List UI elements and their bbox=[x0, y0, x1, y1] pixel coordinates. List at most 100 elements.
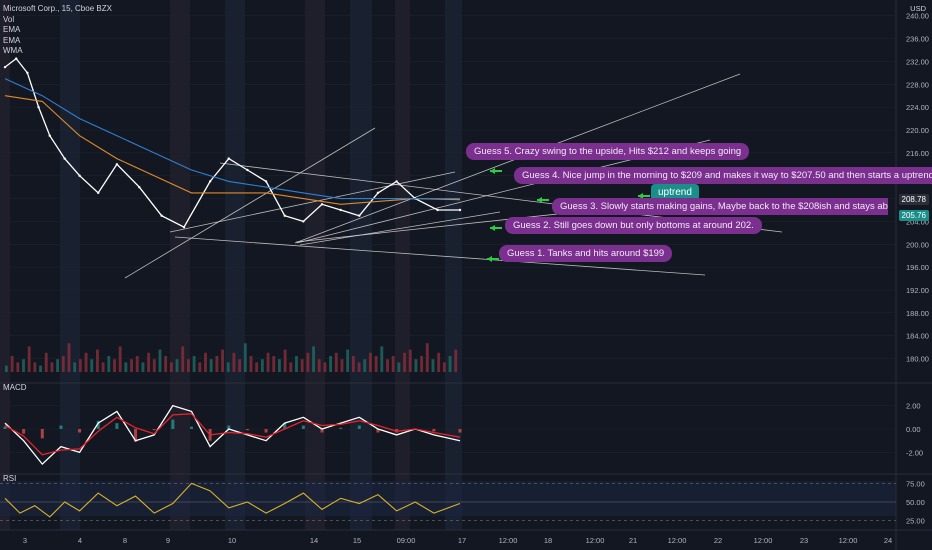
macd-histogram-bar bbox=[432, 429, 436, 432]
macd-histogram-bar bbox=[3, 426, 7, 429]
volume-bar bbox=[96, 349, 99, 372]
volume-bar bbox=[391, 356, 395, 372]
arrow-head bbox=[638, 193, 643, 199]
volume-bar bbox=[56, 359, 60, 372]
series-point bbox=[208, 180, 212, 183]
current-price-tag: 205.76 bbox=[898, 210, 929, 221]
macd-histogram-bar bbox=[283, 423, 287, 429]
trendline bbox=[299, 211, 501, 246]
volume-bar bbox=[118, 346, 122, 372]
volume-bar bbox=[403, 352, 406, 372]
volume-bar bbox=[113, 359, 116, 372]
volume-bar bbox=[351, 356, 355, 372]
series-point bbox=[458, 208, 462, 212]
volume-bar bbox=[414, 359, 418, 372]
legend-ema-1[interactable]: EMA bbox=[3, 25, 21, 34]
macd-pane-label[interactable]: MACD bbox=[3, 383, 27, 392]
volume-bar bbox=[278, 359, 281, 372]
series-point bbox=[3, 65, 7, 69]
volume-bar bbox=[164, 356, 168, 372]
volume-bar bbox=[312, 346, 315, 372]
volume-bar bbox=[425, 343, 429, 372]
volume-bar bbox=[448, 356, 452, 372]
y-tick-label: 204.00 bbox=[906, 217, 929, 226]
volume-bar bbox=[374, 356, 378, 372]
volume-bar bbox=[232, 352, 236, 372]
volume-bar bbox=[61, 356, 65, 372]
trendline bbox=[174, 236, 706, 276]
symbol-title[interactable]: Microsoft Corp., 15, Cboe BZX bbox=[3, 4, 112, 13]
chart-legend: Microsoft Corp., 15, Cboe BZX Vol EMA EM… bbox=[3, 4, 112, 57]
series-point bbox=[26, 71, 29, 75]
volume-bar bbox=[187, 359, 190, 372]
series-point bbox=[246, 168, 249, 172]
volume-bar bbox=[135, 356, 139, 372]
legend-vol[interactable]: Vol bbox=[3, 14, 15, 24]
series-point bbox=[283, 214, 286, 217]
volume-bar bbox=[340, 359, 344, 372]
volume-bar bbox=[192, 356, 196, 372]
annotation-guess2[interactable]: Guess 2. Still goes down but only bottom… bbox=[505, 217, 762, 234]
currency-label[interactable]: USD bbox=[910, 4, 926, 13]
x-tick-label: 3 bbox=[23, 536, 27, 545]
rsi-band bbox=[0, 481, 896, 516]
volume-bar bbox=[317, 359, 321, 372]
volume-bar bbox=[363, 359, 367, 372]
annotation-guess4[interactable]: Guess 4. Nice jump in the morning to $20… bbox=[514, 167, 932, 184]
session-band bbox=[395, 0, 410, 530]
y-tick-label: 232.00 bbox=[906, 57, 929, 66]
y-tick-label: 75.00 bbox=[906, 479, 925, 488]
volume-bar bbox=[84, 352, 88, 372]
macd-histogram-bar bbox=[376, 429, 380, 433]
y-tick-label: 50.00 bbox=[906, 498, 925, 507]
macd-histogram-bar bbox=[115, 423, 119, 429]
legend-ema-2[interactable]: EMA bbox=[3, 35, 21, 45]
series-point bbox=[264, 180, 268, 183]
volume-bar bbox=[215, 356, 219, 372]
volume-bar bbox=[238, 359, 242, 372]
session-band bbox=[225, 0, 245, 530]
y-tick-label: 196.00 bbox=[906, 263, 929, 272]
y-tick-label: 2.00 bbox=[906, 402, 921, 411]
legend-wma[interactable]: WMA bbox=[3, 46, 23, 55]
volume-bar bbox=[420, 356, 424, 372]
x-tick-label: 24 bbox=[884, 536, 892, 545]
series-point bbox=[339, 208, 342, 212]
macd-histogram-bar bbox=[59, 425, 63, 429]
x-tick-label: 4 bbox=[78, 536, 82, 545]
macd-histogram-bar bbox=[78, 429, 82, 433]
session-band bbox=[170, 0, 190, 530]
volume-bar bbox=[44, 352, 48, 372]
volume-bar bbox=[124, 362, 128, 372]
series-point bbox=[302, 220, 305, 223]
series-line-price bbox=[4, 57, 460, 228]
arrow-head bbox=[490, 168, 495, 174]
series-point bbox=[97, 191, 100, 195]
annotation-guess3[interactable]: Guess 3. Slowly starts making gains, May… bbox=[552, 198, 888, 215]
volume-bar bbox=[90, 359, 94, 372]
volume-bar bbox=[283, 349, 287, 372]
annotation-uptrend[interactable]: uptrend bbox=[651, 184, 699, 201]
volume-bar bbox=[27, 346, 31, 372]
annotation-guess5[interactable]: Guess 5. Crazy swing to the upside, Hits… bbox=[466, 143, 750, 160]
volume-bar bbox=[141, 362, 145, 372]
y-tick-label: 180.00 bbox=[906, 355, 929, 364]
x-tick-label: 12:00 bbox=[754, 536, 773, 545]
x-tick-label: 17 bbox=[458, 536, 466, 545]
macd-histogram-bar bbox=[301, 425, 305, 429]
rsi-pane-label[interactable]: RSI bbox=[3, 474, 17, 483]
y-tick-label: 228.00 bbox=[906, 80, 929, 89]
annotation-guess1[interactable]: Guess 1. Tanks and hits around $199 bbox=[499, 245, 673, 262]
macd-histogram-bar bbox=[320, 429, 324, 433]
macd-histogram-bar bbox=[264, 429, 268, 433]
volume-bar bbox=[454, 349, 458, 372]
x-tick-label: 12:00 bbox=[586, 536, 605, 545]
series-point bbox=[436, 208, 439, 212]
volume-bar bbox=[39, 365, 42, 372]
volume-bar bbox=[255, 362, 259, 372]
volume-bar bbox=[380, 346, 384, 372]
session-band bbox=[350, 0, 372, 530]
series-point bbox=[138, 185, 141, 189]
y-tick-label: 188.00 bbox=[906, 309, 929, 318]
